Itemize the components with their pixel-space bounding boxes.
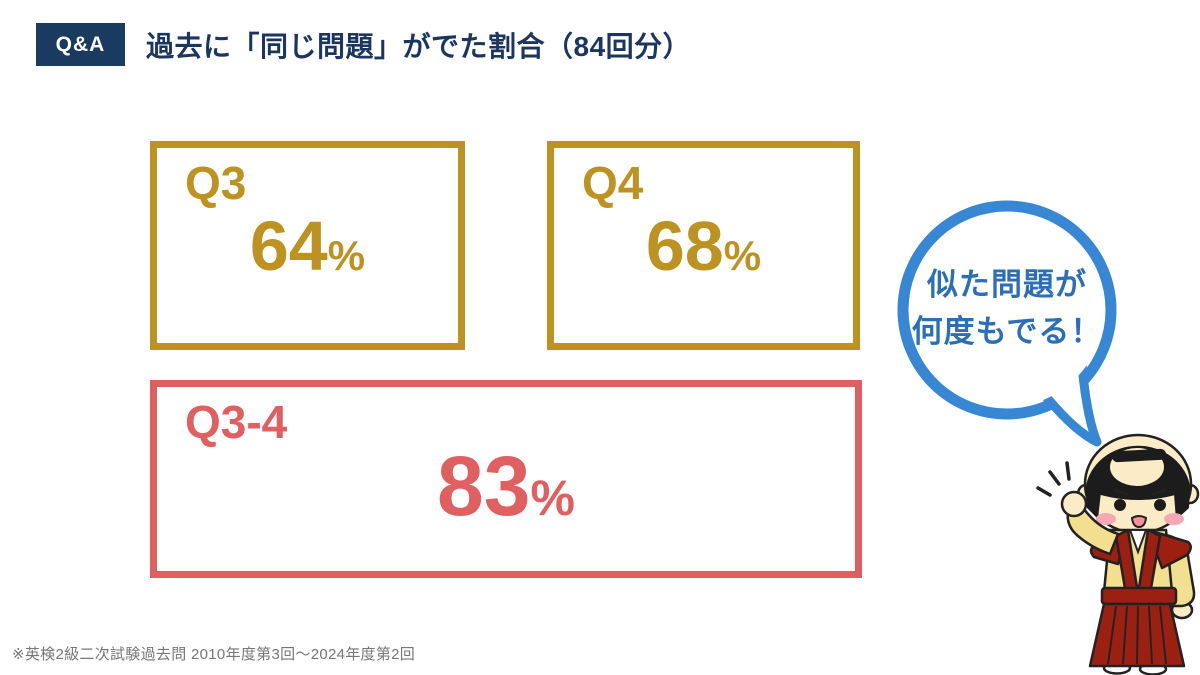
header: Q&A 過去に「同じ問題」がでた割合（84回分） <box>36 23 691 66</box>
stat-label-q4: Q4 <box>582 157 644 209</box>
stat-box-q3: Q3 64% <box>150 141 465 350</box>
stat-box-q3-4: Q3-4 83% <box>150 380 862 578</box>
stat-number-q3-4: 83 <box>437 438 531 533</box>
motion-lines-icon <box>1036 461 1071 497</box>
page-title: 過去に「同じ問題」がでた割合（84回分） <box>146 30 692 62</box>
stat-number-q4: 68 <box>645 206 724 285</box>
qa-badge: Q&A <box>36 23 125 66</box>
stat-value-q4: 68% <box>554 211 853 281</box>
bubble-line-1: 似た問題が <box>927 267 1087 302</box>
speech-bubble <box>897 200 1117 447</box>
stat-unit-q3-4: % <box>530 469 575 526</box>
stat-label-q3: Q3 <box>185 157 247 209</box>
stat-number-q3: 64 <box>249 206 328 285</box>
stat-box-q4: Q4 68% <box>547 141 860 350</box>
speech-bubble-text: 似た問題が 何度もでる！ <box>897 262 1117 355</box>
stat-label-q3-4: Q3-4 <box>185 396 288 448</box>
stat-unit-q4: % <box>723 231 762 279</box>
stat-value-q3: 64% <box>157 211 458 281</box>
stat-unit-q3: % <box>327 231 366 279</box>
samurai-mascot-illustration <box>1036 433 1200 675</box>
stat-value-q3-4: 83% <box>157 444 855 528</box>
source-footnote: ※英検2級二次試験過去問 2010年度第3回〜2024年度第2回 <box>12 646 416 663</box>
bubble-line-2: 何度もでる！ <box>911 313 1103 349</box>
